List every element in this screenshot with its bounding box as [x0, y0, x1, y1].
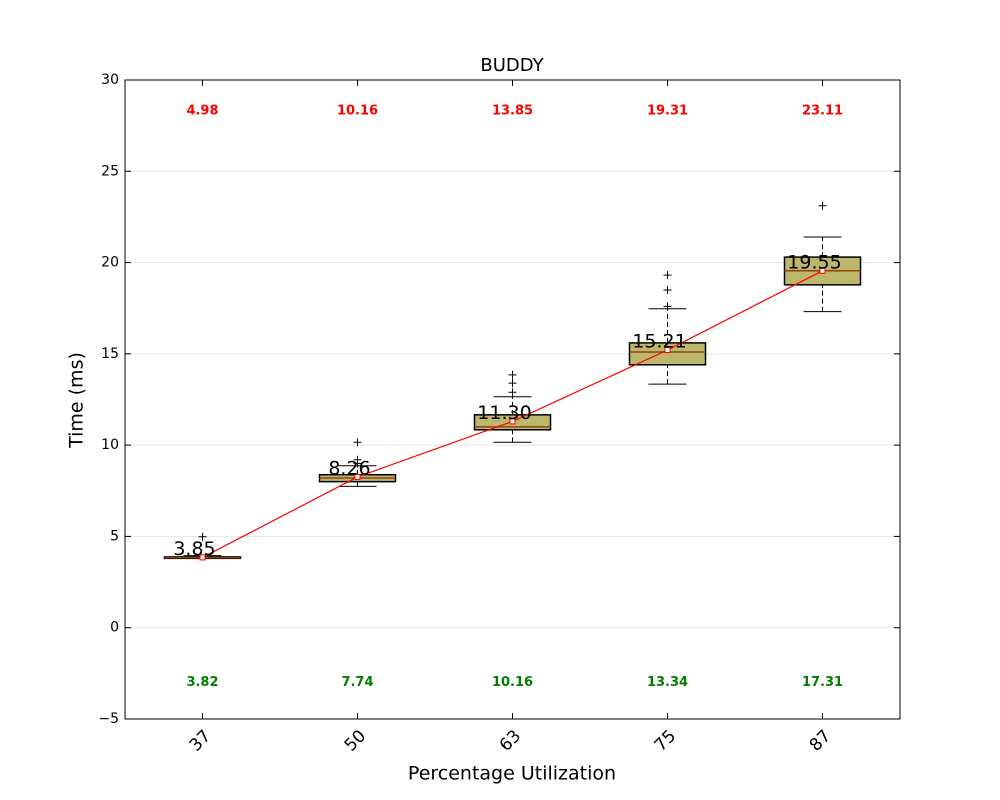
mean-label: 11.30	[477, 402, 531, 424]
mean-marker	[819, 267, 826, 274]
axes-frame	[124, 79, 901, 720]
x-axis-label: Percentage Utilization	[408, 763, 616, 785]
y-tick-label: −5	[98, 711, 119, 727]
mean-label: 3.85	[173, 538, 215, 560]
y-tick-label: 15	[101, 346, 119, 362]
outlier	[663, 285, 672, 294]
mean-marker	[509, 418, 516, 425]
y-axis-label: Time (ms)	[66, 352, 88, 449]
min-label: 13.34	[647, 675, 688, 690]
max-label: 13.85	[492, 104, 533, 119]
x-tick-label: 63	[496, 726, 525, 755]
min-label: 7.74	[341, 675, 373, 690]
mean-marker	[354, 473, 361, 480]
max-label: 23.11	[802, 104, 843, 119]
x-tick-label: 50	[341, 726, 370, 755]
x-tick-label: 87	[806, 726, 835, 755]
outlier	[353, 438, 362, 447]
outlier	[663, 271, 672, 280]
y-tick-label: 20	[101, 255, 119, 271]
min-label: 10.16	[492, 675, 533, 690]
x-tick-label: 75	[651, 726, 680, 755]
mean-label: 19.55	[787, 251, 841, 273]
mean-marker	[199, 554, 206, 561]
max-label: 19.31	[647, 104, 688, 119]
outlier	[508, 370, 517, 379]
outlier	[508, 388, 517, 397]
outlier	[353, 455, 362, 464]
mean-label: 15.21	[632, 331, 686, 353]
outlier	[663, 302, 672, 311]
outlier	[818, 201, 827, 210]
y-tick-label: 0	[110, 620, 119, 636]
y-tick-label: 25	[101, 163, 119, 179]
chart-title: BUDDY	[480, 55, 544, 76]
y-tick-label: 5	[110, 528, 119, 544]
min-label: 3.82	[186, 675, 218, 690]
plot-area: 4.98 3.82 10.16 7.74 13.85 10.16 19.31 13.34 23.…	[125, 79, 900, 720]
mean-label: 8.26	[328, 457, 370, 479]
mean-marker	[664, 347, 671, 354]
y-tick-label: 10	[101, 437, 119, 453]
outlier	[198, 532, 207, 541]
outlier	[508, 379, 517, 388]
x-tick-label: 37	[186, 726, 215, 755]
min-label: 17.31	[802, 675, 843, 690]
max-label: 4.98	[186, 104, 218, 119]
max-label: 10.16	[337, 104, 378, 119]
y-tick-label: 30	[101, 72, 119, 88]
